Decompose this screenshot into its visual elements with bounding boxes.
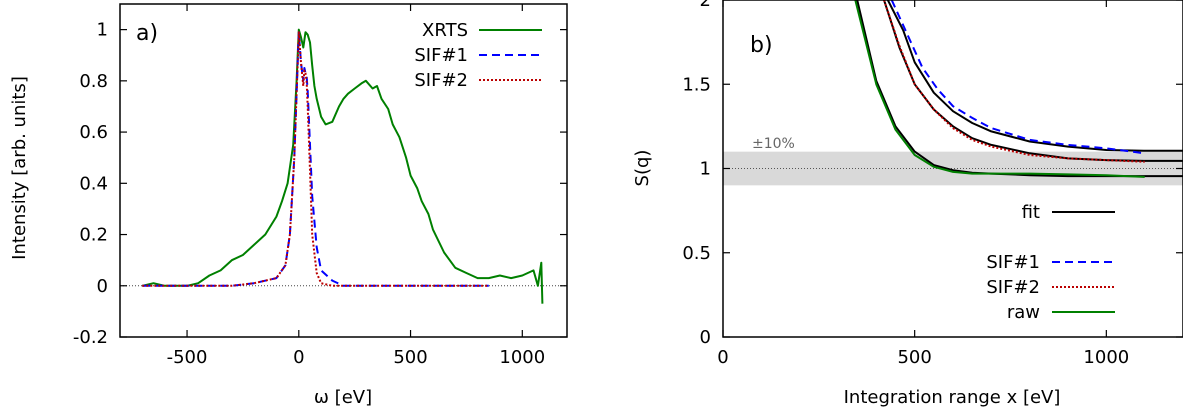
panel-a-legend: XRTS SIF#1 SIF#2 — [414, 20, 542, 91]
series-line-sif-1 — [142, 31, 489, 287]
y-tick-label: 0.5 — [682, 243, 711, 264]
y-tick-label: 0 — [700, 327, 711, 348]
panel-a-x-ticks: -500 0 500 1000 — [167, 4, 545, 368]
panel-b-x-ticks: 0 500 1000 — [717, 0, 1129, 368]
y-tick-label: 0.4 — [79, 173, 108, 194]
series-line-sif-1 — [890, 0, 1145, 155]
y-tick-label: 1.5 — [682, 74, 711, 95]
series-line-fit — [886, 0, 1183, 152]
panel-a-series — [142, 28, 544, 304]
x-tick-label: 0 — [293, 347, 304, 368]
series-line-fit — [883, 0, 1183, 162]
legend-label: XRTS — [422, 20, 468, 41]
series-line-xrts — [142, 28, 544, 304]
legend-label: SIF#1 — [414, 45, 468, 66]
panel-b-ten-percent-band — [723, 151, 1183, 186]
panel-a-x-axis-label: ω [eV] — [314, 387, 372, 408]
x-tick-label: 1000 — [1083, 347, 1129, 368]
y-tick-label: 0.8 — [79, 71, 108, 92]
panel-b-label: b) — [750, 33, 773, 58]
y-tick-label: 1 — [97, 20, 108, 41]
legend-label: SIF#1 — [986, 252, 1040, 273]
panel-a-y-ticks: -0.2 0 0.2 0.4 0.6 0.8 1 — [73, 20, 567, 348]
y-tick-label: 0.6 — [79, 122, 108, 143]
legend-label: fit — [1022, 202, 1040, 223]
series-line-sif-2 — [142, 31, 489, 287]
y-tick-label: 1 — [700, 159, 711, 180]
panel-a: -500 0 500 1000 -0.2 0 0.2 0.4 0.6 0.8 1 a) ω [eV… — [9, 3, 568, 408]
panel-a-frame — [119, 3, 568, 338]
legend-label: raw — [1007, 302, 1040, 323]
panel-a-label: a) — [136, 21, 158, 46]
x-tick-label: 0 — [717, 347, 728, 368]
panel-b-y-axis-label: S(q) — [632, 150, 653, 187]
panel-b-legend: fit SIF#1 SIF#2 raw — [986, 202, 1115, 323]
panel-b-series — [854, 0, 1183, 178]
panel-a-y-axis-label: Intensity [arb. units] — [9, 76, 30, 260]
panel-b-x-axis-label: Integration range x [eV] — [844, 387, 1061, 408]
x-tick-label: -500 — [167, 347, 208, 368]
y-tick-label: 0.2 — [79, 225, 108, 246]
series-line-raw — [854, 0, 1145, 178]
y-tick-label: 2 — [700, 0, 711, 11]
y-tick-label: -0.2 — [73, 327, 108, 348]
series-line-sif-2 — [883, 0, 1145, 163]
panel-b-y-ticks: 0 0.5 1 1.5 2 — [682, 0, 1183, 348]
panel-b-band-label: ±10% — [752, 136, 795, 152]
legend-label: SIF#2 — [986, 277, 1040, 298]
panel-b: ±10% 0 500 1000 0 0.5 1 1.5 2 b) Integration r… — [632, 0, 1183, 408]
y-tick-label: 0 — [97, 276, 108, 297]
x-tick-label: 500 — [897, 347, 931, 368]
x-tick-label: 1000 — [499, 347, 545, 368]
x-tick-label: 500 — [393, 347, 427, 368]
legend-label: SIF#2 — [414, 70, 468, 91]
